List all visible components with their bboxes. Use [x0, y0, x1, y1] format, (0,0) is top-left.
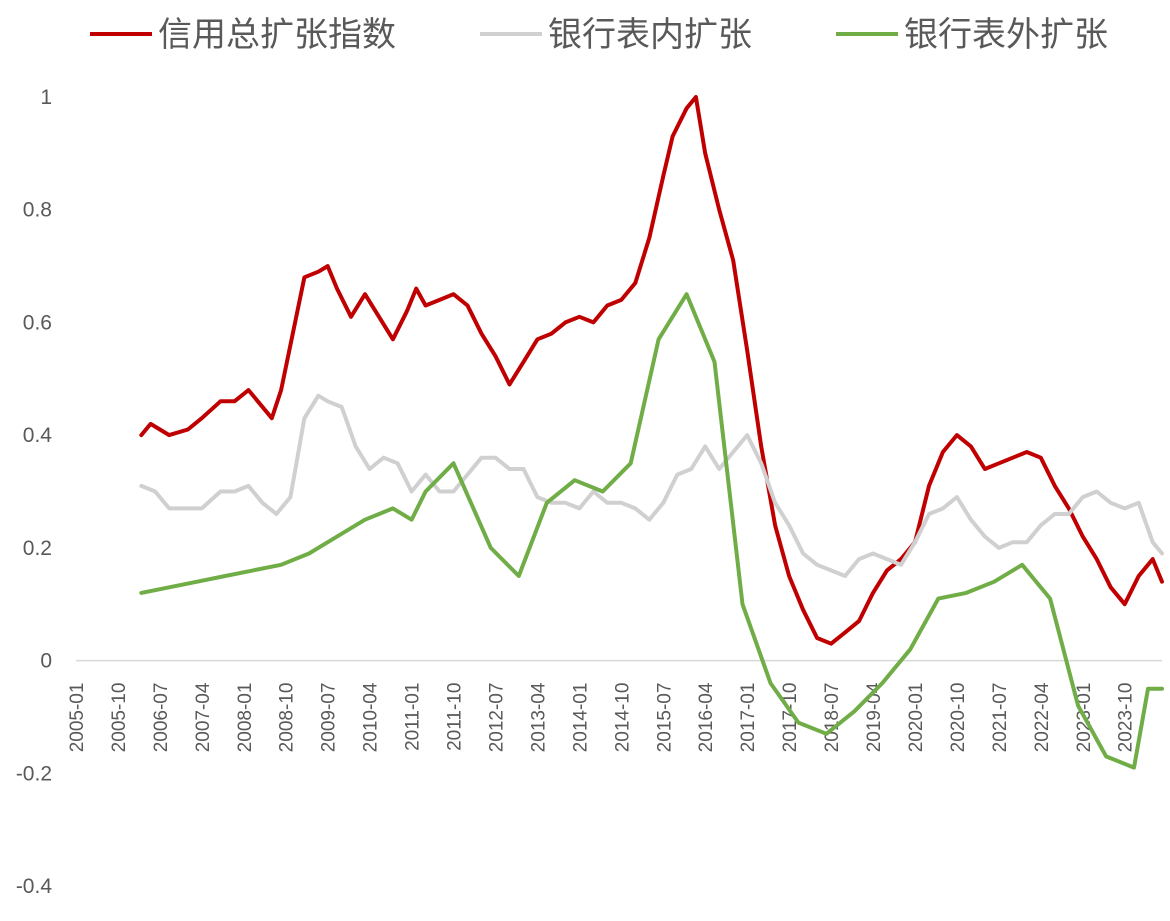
x-tick-label: 2009-07 [319, 683, 340, 753]
y-tick-label: 0.6 [23, 311, 52, 334]
x-tick-label: 2020-01 [906, 683, 927, 753]
x-tick-label: 2005-10 [109, 683, 130, 753]
y-tick-label: 1 [40, 86, 52, 109]
legend-label-offbalance: 银行表外扩张 [904, 15, 1108, 55]
x-axis-tick-labels: 2005-01 2005-10 2006-07 2007-04 2008-01 2008-… [67, 682, 1137, 752]
x-tick-label: 2007-04 [193, 682, 214, 752]
x-tick-label: 2017-01 [738, 683, 759, 753]
series-line-onbalance [139, 393, 1164, 578]
y-tick-label: -0.2 [16, 762, 52, 785]
y-tick-label: 0.2 [23, 537, 52, 560]
x-tick-label: 2011-01 [403, 683, 424, 751]
legend-label-onbalance: 银行表内扩张 [548, 15, 752, 55]
legend-label-credit: 信用总扩张指数 [158, 15, 396, 55]
x-tick-label: 2008-01 [235, 683, 256, 753]
x-tick-label: 2023-10 [1116, 683, 1137, 753]
x-tick-label: 2015-07 [654, 683, 675, 753]
x-tick-label: 2021-07 [990, 683, 1011, 753]
x-tick-label: 2005-01 [67, 683, 88, 753]
y-tick-label: -0.4 [16, 875, 53, 898]
x-tick-label: 2019-04 [864, 682, 885, 752]
x-tick-label: 2017-10 [780, 683, 801, 753]
series-lines [139, 95, 1164, 770]
x-tick-label: 2014-01 [570, 683, 591, 753]
x-tick-label: 2022-04 [1032, 682, 1053, 752]
y-tick-label: 0 [40, 650, 52, 673]
series-line-offbalance [139, 292, 1164, 770]
legend: 信用总扩张指数 银行表内扩张 银行表外扩张 [90, 15, 1108, 55]
x-tick-label: 2010-04 [361, 682, 382, 752]
y-axis-tick-labels: -0.4 -0.2 0 0.2 0.4 0.6 0.8 1 [16, 86, 53, 898]
y-tick-label: 0.8 [23, 199, 52, 222]
x-tick-label: 2016-04 [696, 682, 717, 752]
x-tick-label: 2018-07 [822, 683, 843, 753]
series-line-credit [139, 95, 1164, 646]
y-tick-label: 0.4 [23, 424, 53, 447]
x-tick-label: 2012-07 [486, 683, 507, 753]
x-tick-label: 2013-04 [528, 682, 549, 752]
x-tick-label: 2020-10 [948, 683, 969, 753]
x-tick-label: 2014-10 [612, 683, 633, 753]
x-tick-label: 2006-07 [151, 683, 172, 753]
x-tick-label: 2008-10 [277, 683, 298, 753]
x-tick-label: 2011-10 [445, 683, 466, 751]
